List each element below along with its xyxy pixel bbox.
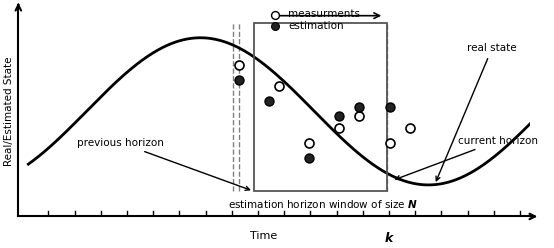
- Point: [335, 126, 344, 130]
- Point: [385, 105, 394, 109]
- Text: Time: Time: [250, 231, 278, 241]
- Legend: measurments, estimation: measurments, estimation: [260, 5, 365, 35]
- Point: [405, 126, 414, 130]
- Point: [305, 155, 314, 159]
- Text: previous horizon: previous horizon: [77, 138, 250, 190]
- Point: [234, 63, 243, 67]
- Y-axis label: Real/Estimated State: Real/Estimated State: [4, 57, 14, 166]
- Point: [234, 78, 243, 82]
- Point: [385, 141, 394, 145]
- Point: [305, 141, 314, 145]
- Text: current horizon: current horizon: [396, 136, 538, 180]
- Point: [355, 114, 364, 118]
- Point: [265, 99, 274, 103]
- Point: [335, 114, 344, 118]
- Text: estimation horizon window of size $\boldsymbol{N}$: estimation horizon window of size $\bold…: [228, 198, 418, 210]
- Point: [355, 105, 364, 109]
- Text: $\boldsymbol{k}$: $\boldsymbol{k}$: [384, 231, 395, 245]
- Point: [275, 84, 284, 88]
- Text: real state: real state: [436, 43, 517, 181]
